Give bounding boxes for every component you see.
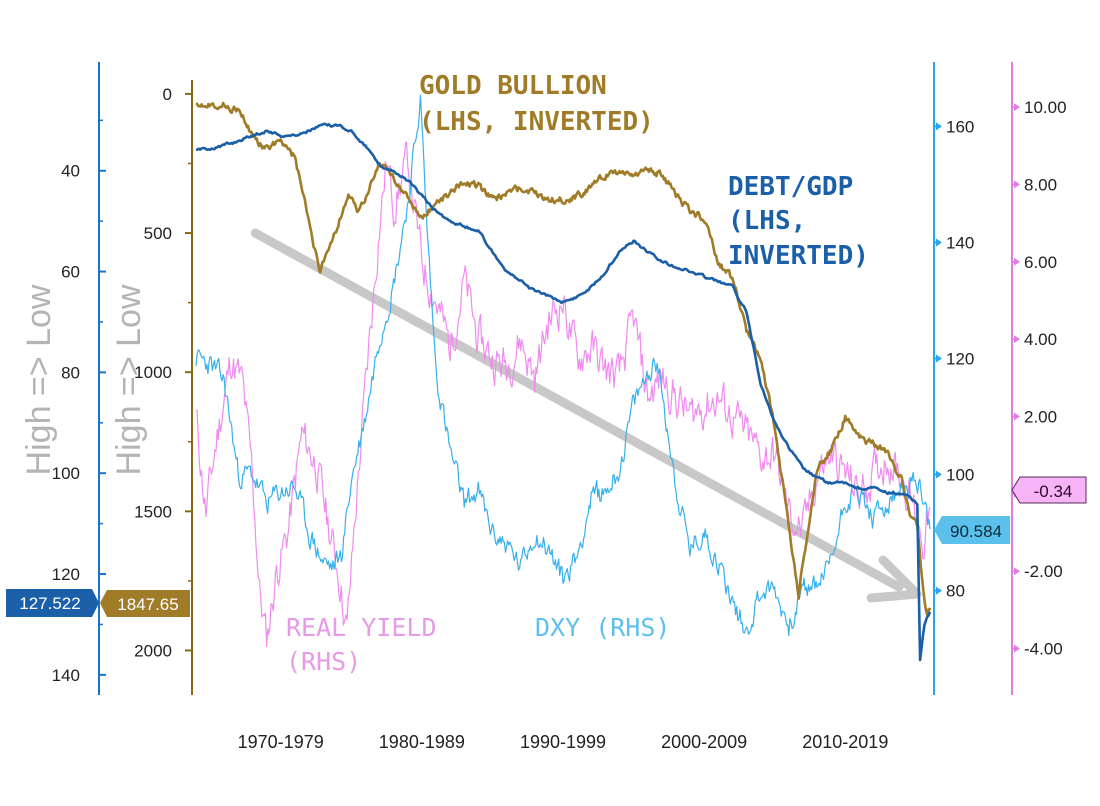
dxy-tick-arrow [936, 586, 942, 595]
dxy-line [195, 94, 931, 637]
gold-axis-title: High => Low [110, 284, 148, 475]
dxy-tick-arrow [936, 238, 942, 247]
real-yield-tick-label: 10.00 [1024, 98, 1067, 117]
debt-gdp-subtitle-line2: INVERTED) [728, 241, 869, 271]
debt-gdp-tick-label: 40 [61, 162, 80, 181]
svg-text:127.522: 127.522 [19, 594, 80, 613]
debt-gdp-tick-label: 60 [61, 263, 80, 282]
debt-gdp-tick-label: 120 [52, 565, 80, 584]
dxy-tick-label: 80 [946, 582, 965, 601]
tick-layer: 40 60 80 100 120 140 0 500 1000 1500 2000 80 100 120 1… [52, 85, 1067, 752]
real-yield-tick-arrow [1014, 412, 1020, 421]
dxy-tick-arrow [936, 122, 942, 131]
real-yield-label-sub: (RHS) [286, 647, 361, 676]
trend-arrow-head [866, 555, 922, 603]
debt-gdp-subtitle-line1: (LHS, [728, 206, 806, 236]
gold-tick-label: 500 [144, 224, 172, 243]
real-yield-tick-arrow [1014, 103, 1020, 112]
x-decade-label: 1990-1999 [520, 732, 606, 752]
gold-tick-label: 1000 [134, 363, 172, 382]
real-yield-tick-arrow [1014, 335, 1020, 344]
x-decade-label: 1970-1979 [238, 732, 324, 752]
real-yield-tick-label: 8.00 [1024, 175, 1057, 194]
series-layer [195, 94, 932, 662]
real-yield-tick-arrow [1014, 180, 1020, 189]
gold-value-tag: 1847.65 [100, 590, 190, 617]
gold-line [195, 101, 932, 616]
svg-text:-0.34: -0.34 [1034, 482, 1073, 501]
debt-gdp-tick-label: 100 [52, 464, 80, 483]
gold-tick-label: 0 [163, 85, 172, 104]
debt-gdp-tick-label: 80 [61, 363, 80, 382]
dxy-tick-arrow [936, 470, 942, 479]
debt-gdp-axis-title: High => Low [20, 284, 58, 475]
real-yield-tick-arrow [1014, 567, 1020, 576]
x-decade-label: 2000-2009 [661, 732, 747, 752]
real-yield-tick-label: -2.00 [1024, 562, 1063, 581]
svg-text:90.584: 90.584 [950, 522, 1002, 541]
real-yield-tick-label: 4.00 [1024, 330, 1057, 349]
gold-tick-label: 2000 [134, 641, 172, 660]
dxy-tick-label: 160 [946, 117, 974, 136]
real-yield-tick-label: -4.00 [1024, 640, 1063, 659]
dxy-label: DXY (RHS) [535, 613, 670, 642]
svg-text:1847.65: 1847.65 [117, 595, 178, 614]
gold-series-title: GOLD BULLION [419, 71, 607, 101]
dxy-tick-label: 100 [946, 466, 974, 485]
real-yield-label: REAL YIELD [286, 613, 437, 642]
x-decade-label: 1980-1989 [379, 732, 465, 752]
real-yield-tick-arrow [1014, 644, 1020, 653]
dxy-value-tag: 90.584 [934, 516, 1010, 544]
dxy-tick-label: 140 [946, 233, 974, 252]
real-yield-tick-label: 6.00 [1024, 253, 1057, 272]
dxy-tick-label: 120 [946, 349, 974, 368]
real-yield-tick-arrow [1014, 257, 1020, 266]
debt-gdp-value-tag: 127.522 [6, 589, 99, 617]
real-yield-line [195, 141, 931, 647]
real-yield-tick-label: 2.00 [1024, 408, 1057, 427]
real-yield-value-tag: -0.34 [1011, 476, 1087, 504]
debt-gdp-series-title: DEBT/GDP [728, 172, 853, 202]
x-decade-label: 2010-2019 [802, 732, 888, 752]
gold-tick-label: 1500 [134, 502, 172, 521]
debt-gdp-tick-label: 140 [52, 666, 80, 685]
trend-arrow-line [250, 228, 904, 592]
gold-series-subtitle: (LHS, INVERTED) [419, 107, 654, 137]
dxy-tick-arrow [936, 354, 942, 363]
debt-gdp-line [195, 122, 932, 662]
